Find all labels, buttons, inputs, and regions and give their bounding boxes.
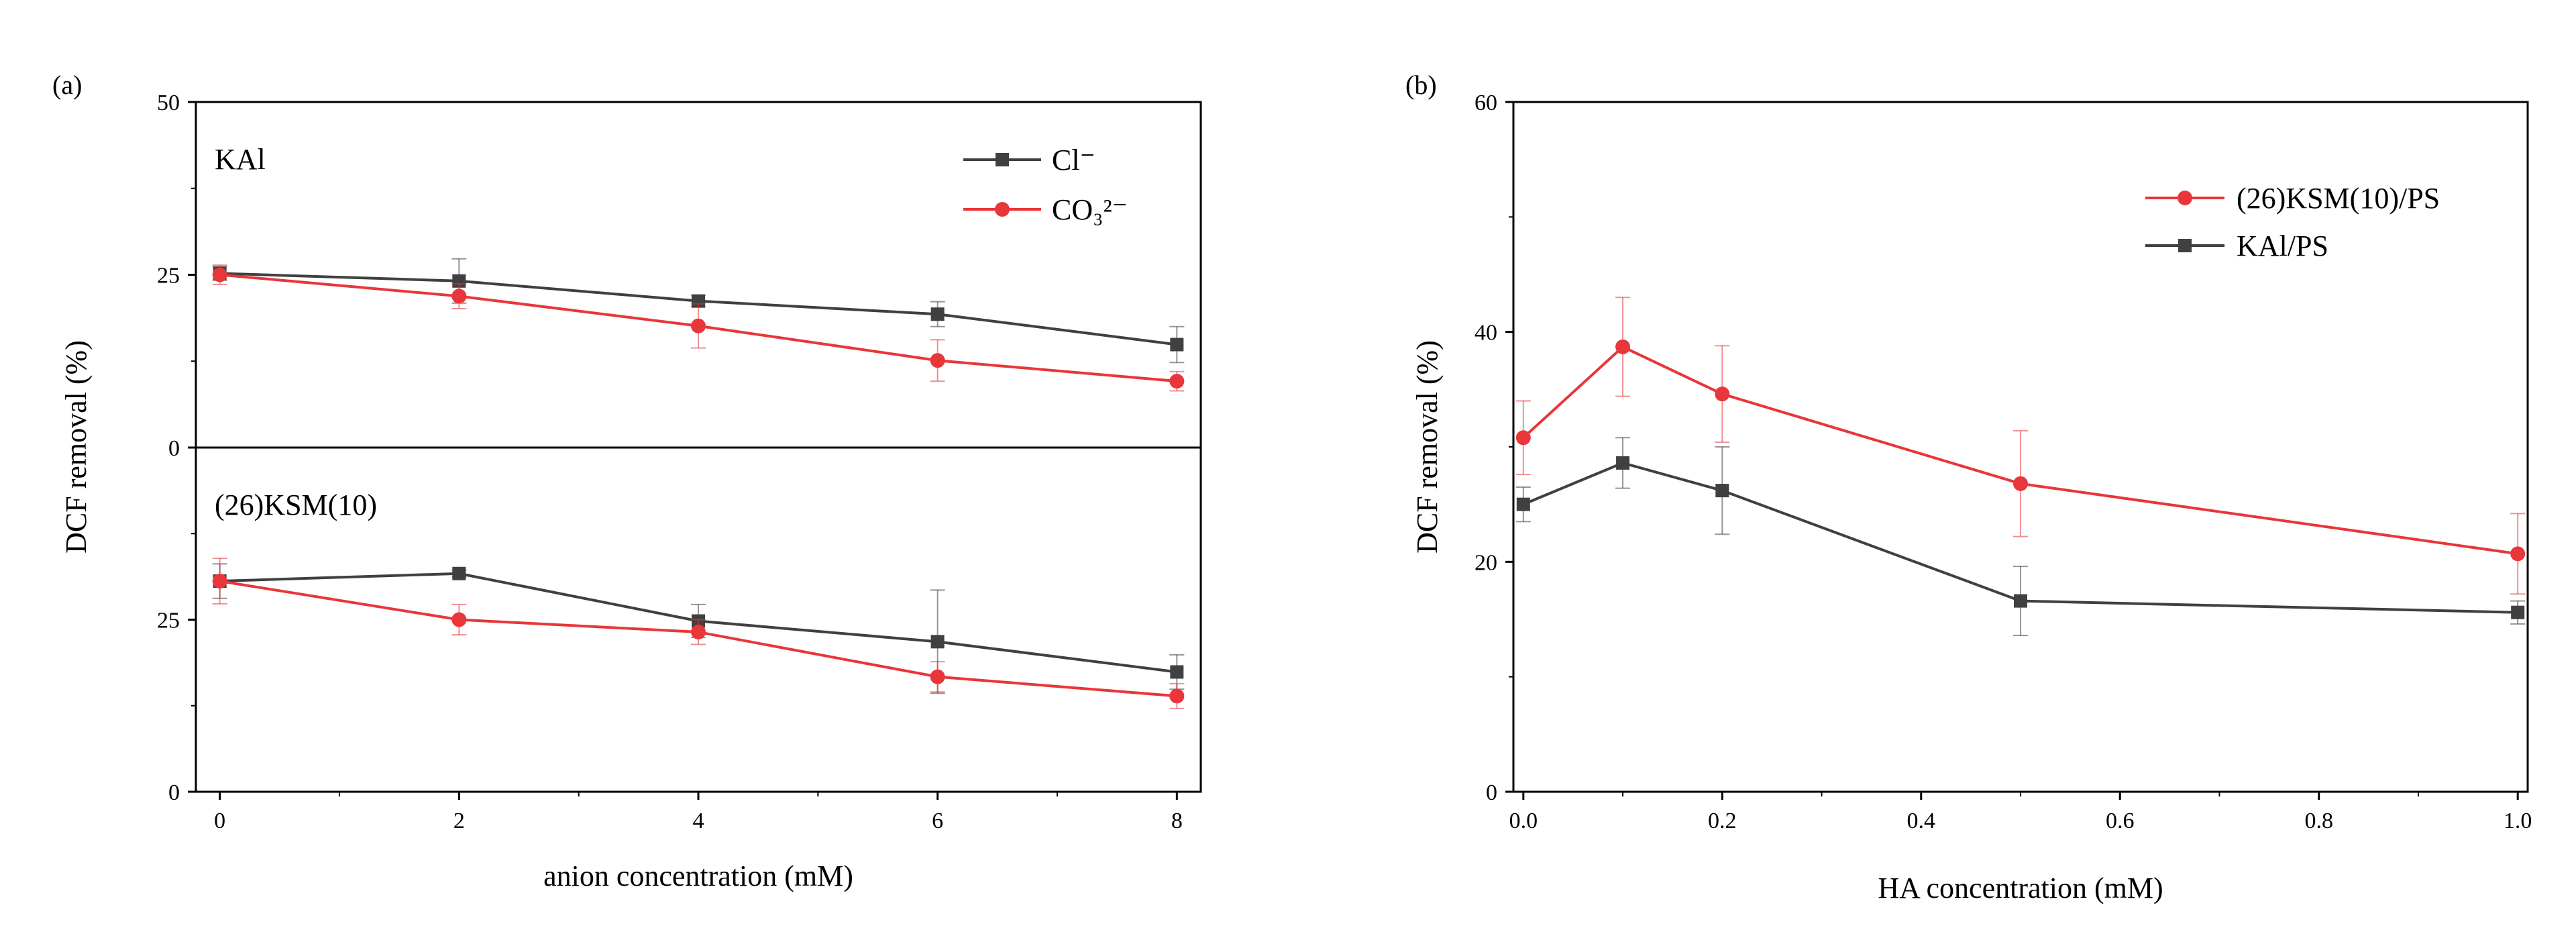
panel-b-ytick-label: 60 <box>1474 91 1497 115</box>
panel-b-series-0-point <box>1515 430 1531 446</box>
panel-a-xtick-label: 8 <box>1171 809 1183 833</box>
panel-b-ytick-label: 20 <box>1474 550 1497 575</box>
panel-b-xtick-label: 0.0 <box>1509 809 1538 833</box>
panel-a-ksm-series-1-point <box>930 669 945 684</box>
panel-a-legend-label: CO₃²⁻ <box>1052 193 1128 226</box>
panel-a-kal-series-1-point <box>1169 374 1185 389</box>
panel-b-label: (b) <box>1405 70 1437 100</box>
panel-a-kal-series-1-point <box>451 289 467 304</box>
panel-b-legend-label: KAl/PS <box>2237 229 2328 262</box>
panel-b-series-0-point <box>2013 476 2028 491</box>
panel-a-ytick-label: 0 <box>168 780 180 805</box>
panel-a-xtick-label: 6 <box>932 809 943 833</box>
panel-b-y-axis-title: DCF removal (%) <box>1411 340 1444 554</box>
panel-b-ytick-label: 40 <box>1474 321 1497 346</box>
panel-a-ksm-series-1-point <box>1169 688 1185 704</box>
panel-b-x-axis-title: HA concentration (mM) <box>1878 872 2163 904</box>
panel-a-subplot-label: (26)KSM(10) <box>215 488 377 521</box>
panel-b-series-1-point <box>1715 484 1729 498</box>
panel-b-xtick-label: 1.0 <box>2504 809 2532 833</box>
panel-b-series-1-point <box>1616 456 1630 470</box>
panel-a-ytick-label: 25 <box>157 609 180 633</box>
panel-a-ksm-series-1-point <box>691 624 706 639</box>
panel-a-legend-marker <box>996 153 1009 166</box>
panel-b-xtick-label: 0.4 <box>1907 809 1936 833</box>
panel-b-series-0-point <box>1615 339 1631 354</box>
panel-a-ytick-label: 50 <box>157 91 180 115</box>
panel-a-xtick-label: 4 <box>693 809 704 833</box>
panel-b-ytick-label: 0 <box>1486 780 1497 805</box>
panel-a-ytick-label: 25 <box>157 264 180 289</box>
panel-a-legend-marker <box>995 202 1010 217</box>
panel-a-y-axis-title: DCF removal (%) <box>60 340 93 554</box>
panel-a-kal-series-1-point <box>212 267 227 282</box>
panel-b-xtick-label: 0.6 <box>2106 809 2135 833</box>
panel-a-ksm-series-1-point <box>451 612 467 627</box>
panel-a-kal-series-1-point <box>930 353 945 368</box>
panel-a-ksm-series-1-point <box>212 574 227 589</box>
panel-a-x-axis-title: anion concentration (mM) <box>543 860 853 892</box>
panel-a-ksm-series-0-point <box>452 566 466 580</box>
panel-a-ytick-label: 0 <box>168 436 180 461</box>
panel-b-series-1-point <box>2014 594 2027 608</box>
panel-b-series-1-point <box>1516 497 1530 511</box>
panel-b-series-0-point <box>1715 386 1730 402</box>
panel-b-xtick-label: 0.2 <box>1708 809 1737 833</box>
panel-a-xtick-label: 2 <box>453 809 465 833</box>
panel-a-label: (a) <box>52 70 82 100</box>
panel-b-xtick-label: 0.8 <box>2304 809 2333 833</box>
panel-b-series-0-point <box>2510 546 2526 562</box>
panel-a-kal-series-0-point <box>930 307 945 321</box>
panel-b-series-1-point <box>2511 605 2525 619</box>
panel-a-ksm-series-0-point <box>930 635 945 649</box>
panel-b-legend-marker <box>2178 191 2192 205</box>
panel-b-legend-label: (26)KSM(10)/PS <box>2237 182 2440 215</box>
panel-a-kal-series-0-point <box>1170 338 1184 352</box>
panel-a-ksm-series-0-point <box>1170 665 1184 679</box>
panel-b-legend-marker <box>2178 239 2192 252</box>
panel-a-subplot-label: KAl <box>215 143 266 176</box>
panel-a-xtick-label: 0 <box>214 809 225 833</box>
panel-a-kal-series-1-point <box>691 318 706 333</box>
panel-a-legend-label: Cl⁻ <box>1052 144 1095 176</box>
